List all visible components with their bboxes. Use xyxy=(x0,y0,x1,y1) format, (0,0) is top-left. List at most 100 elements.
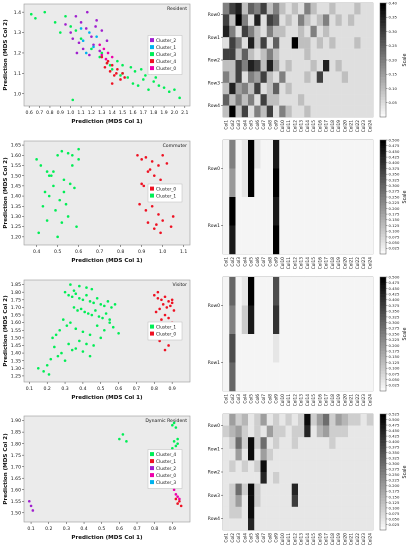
heatmap-cell xyxy=(279,197,286,226)
heatmap-cell xyxy=(316,483,324,496)
column-label: Col3 xyxy=(236,394,242,404)
heatmap-cell xyxy=(329,71,336,83)
colorbar-step xyxy=(380,79,386,84)
scatter-point xyxy=(60,149,64,153)
scatter-point xyxy=(139,67,143,71)
column-label: Col1 xyxy=(224,257,230,267)
heatmap-cell xyxy=(335,168,342,198)
heatmap-cell xyxy=(235,460,242,473)
column-label: Col7 xyxy=(261,257,267,267)
colorbar-step xyxy=(380,443,386,447)
heatmap-cell xyxy=(341,506,349,519)
scatter-point xyxy=(92,344,95,347)
heatmap-cell xyxy=(266,140,274,169)
scatter-point xyxy=(142,184,146,188)
heatmap-cell xyxy=(304,460,311,473)
x-tick-label: 0.5 xyxy=(98,526,105,532)
x-axis-label: Prediction (MDS Col 1) xyxy=(71,119,143,125)
heatmap-cell xyxy=(279,305,286,335)
heatmap-cell xyxy=(241,105,249,118)
colorbar-step xyxy=(380,489,386,493)
heatmap-cell xyxy=(304,225,311,255)
scatter-point xyxy=(77,41,81,45)
heatmap-cell xyxy=(304,334,311,363)
colorbar-step xyxy=(380,302,386,306)
legend-swatch xyxy=(150,452,154,457)
legend-swatch xyxy=(150,473,154,478)
heatmap-cell xyxy=(223,82,230,95)
column-label: Col11 xyxy=(286,120,292,133)
scatter-point xyxy=(72,306,76,309)
scatter-point xyxy=(71,164,74,167)
heatmap-cell xyxy=(341,197,349,226)
y-tick-label: 1.1 xyxy=(14,71,21,77)
heatmap-cell xyxy=(298,518,305,531)
heatmap-cell xyxy=(348,277,355,306)
heatmap-cell xyxy=(235,334,242,363)
scatter-point xyxy=(56,354,60,358)
heatmap-cell xyxy=(323,437,330,449)
heatmap-cell xyxy=(354,414,361,426)
x-tick-label: 0.9 xyxy=(57,110,64,116)
heatmap-cell xyxy=(241,448,249,461)
colorbar-step xyxy=(380,294,386,298)
heatmap-cell xyxy=(291,197,299,226)
heatmap-cell xyxy=(298,472,305,484)
colorbar-step xyxy=(380,339,386,343)
heatmap-cell xyxy=(341,334,349,363)
heatmap-cell xyxy=(329,495,336,507)
heatmap-cell xyxy=(285,105,292,118)
heatmap-cell xyxy=(223,305,230,335)
legend-swatch xyxy=(150,52,154,57)
colorbar-step xyxy=(380,285,386,289)
heatmap-cell xyxy=(323,460,330,473)
scatter-point xyxy=(136,84,140,87)
heatmap-cell xyxy=(360,37,367,49)
scatter-point xyxy=(74,14,78,18)
heatmap-cell xyxy=(223,506,230,519)
heatmap-cell xyxy=(341,472,349,484)
colorbar-tick-label: 0.225 xyxy=(389,200,400,205)
heatmap-cell xyxy=(366,425,374,438)
heatmap-cell xyxy=(304,14,311,26)
scatter-point xyxy=(45,219,49,222)
x-axis-label: Prediction (MDS Col 1) xyxy=(71,258,143,264)
colorbar-step xyxy=(380,348,386,352)
column-label: Col2 xyxy=(230,394,236,404)
scatter-point xyxy=(121,72,124,75)
scatter-point xyxy=(66,151,70,155)
y-tick-label: 1.50 xyxy=(11,335,21,341)
colorbar-tick-label: 0.375 xyxy=(389,445,400,450)
x-tick-label: 0.7 xyxy=(96,249,103,255)
scatter-point xyxy=(62,190,66,194)
scatter-point xyxy=(140,182,143,186)
heatmap-cell xyxy=(223,518,230,531)
heatmap-cell xyxy=(354,94,361,106)
heatmap-cell xyxy=(366,305,374,335)
scatter-point xyxy=(74,29,78,32)
heatmap-cell xyxy=(323,518,330,531)
heatmap-cell xyxy=(241,48,249,61)
colorbar-step xyxy=(380,165,386,169)
heatmap-cell xyxy=(273,460,280,473)
heatmap-cell xyxy=(248,225,255,255)
y-axis-label: Prediction (MDS Col 2) xyxy=(3,433,9,505)
y-tick-label: 1.25 xyxy=(11,224,21,230)
heatmap-cell xyxy=(304,362,311,392)
colorbar-step xyxy=(380,199,386,203)
colorbar-tick-label: 0.275 xyxy=(389,189,400,194)
heatmap-cell xyxy=(329,105,336,118)
legend-label: Cluster_4 xyxy=(156,452,176,458)
scatter-point xyxy=(47,174,51,177)
colorbar-step xyxy=(380,85,386,89)
column-label: Col24 xyxy=(367,120,373,133)
colorbar-step xyxy=(380,171,386,175)
colorbar-step xyxy=(380,57,386,61)
heatmap-cell xyxy=(223,437,230,449)
scatter-point xyxy=(105,39,109,43)
column-label: Col24 xyxy=(367,533,373,546)
colorbar-tick-label: 0.050 xyxy=(389,377,400,382)
y-tick-label: 1.65 xyxy=(11,313,21,319)
heatmap-cell xyxy=(335,3,342,15)
heatmap-cell xyxy=(298,277,305,306)
